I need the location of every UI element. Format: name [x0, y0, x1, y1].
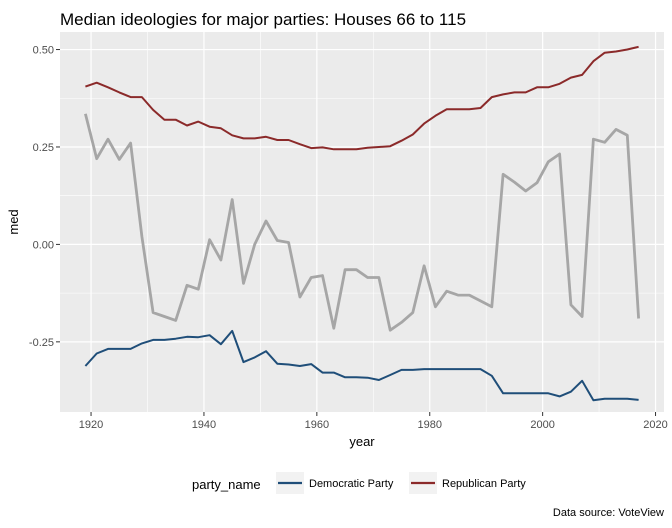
legend-title: party_name: [192, 477, 261, 492]
y-tick-label: 0.00: [33, 239, 54, 251]
x-tick-label: 2000: [530, 419, 554, 431]
y-axis-title: med: [6, 209, 21, 234]
x-axis-ticks: 1920 1940 1960 1980 2000 2020: [79, 412, 668, 431]
plot-panel: [60, 32, 664, 412]
y-axis-ticks: -0.25 0.00 0.25 0.50: [29, 45, 60, 349]
series-democratic-line: [84, 329, 639, 402]
x-tick-label: 1980: [417, 419, 441, 431]
legend-label-democratic: Democratic Party: [309, 478, 394, 490]
x-tick-label: 1940: [192, 419, 216, 431]
x-tick-label: 2020: [643, 419, 667, 431]
series-lines: [84, 45, 640, 402]
x-tick-label: 1960: [305, 419, 329, 431]
y-tick-label: -0.25: [29, 337, 54, 349]
legend-label-republican: Republican Party: [442, 478, 526, 490]
x-tick-label: 1920: [79, 419, 103, 431]
y-tick-label: 0.50: [33, 45, 54, 57]
y-tick-label: 0.25: [33, 142, 54, 154]
x-axis-title: year: [349, 434, 375, 449]
caption: Data source: VoteView: [553, 507, 664, 519]
grid: [60, 32, 664, 412]
series-republican-line: [85, 45, 639, 151]
legend: party_name Democratic Party Republican P…: [192, 472, 526, 494]
series-gap-line: [84, 113, 640, 332]
chart-title: Median ideologies for major parties: Hou…: [60, 10, 466, 29]
